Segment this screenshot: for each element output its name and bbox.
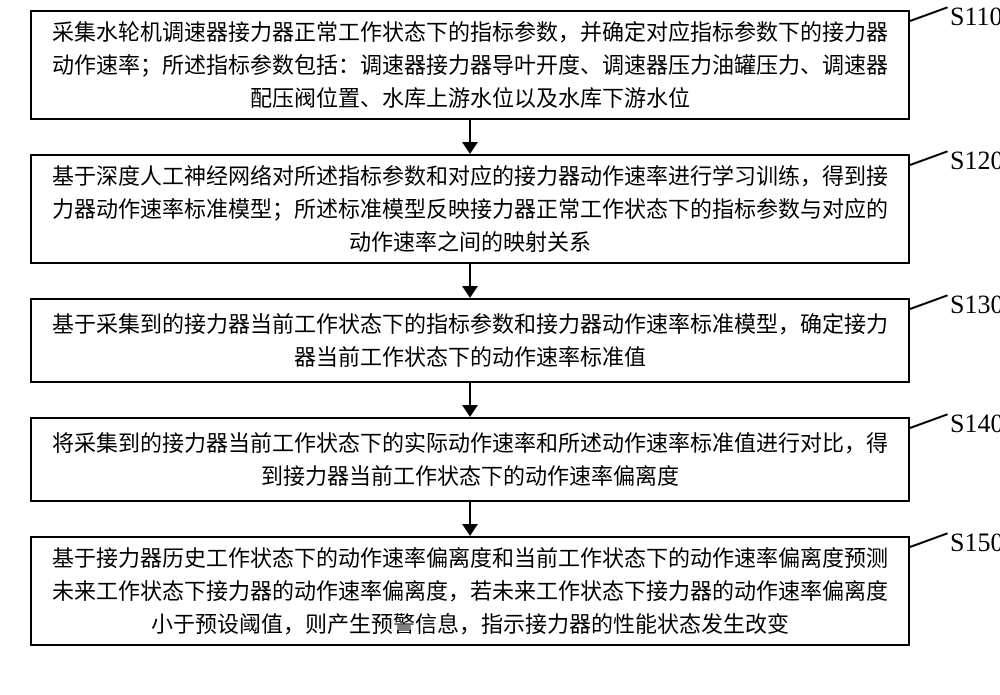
flow-box: 将采集到的接力器当前工作状态下的实际动作速率和所述动作速率标准值进行对比，得到接… [30,417,910,502]
step-label-S130: S130 [950,290,1000,320]
arrow-shaft [469,383,471,405]
arrow-shaft [469,264,471,286]
flow-step-S130: 基于采集到的接力器当前工作状态下的指标参数和接力器动作速率标准模型，确定接力器当… [30,298,910,383]
flow-box: 采集水轮机调速器接力器正常工作状态下的指标参数，并确定对应指标参数下的接力器动作… [30,10,910,120]
arrow-shaft [469,120,471,142]
flow-box: 基于采集到的接力器当前工作状态下的指标参数和接力器动作速率标准模型，确定接力器当… [30,298,910,383]
flow-arrow [462,502,478,536]
flow-box: 基于接力器历史工作状态下的动作速率偏离度和当前工作状态下的动作速率偏离度预测未来… [30,536,910,646]
flow-box: 基于深度人工神经网络对所述指标参数和对应的接力器动作速率进行学习训练，得到接力器… [30,154,910,264]
arrow-head-icon [462,142,478,154]
label-connector [910,413,948,429]
step-label-S140: S140 [950,409,1000,439]
label-connector [910,294,948,310]
flow-arrow [462,264,478,298]
label-connector [910,150,948,166]
flowchart-canvas: 采集水轮机调速器接力器正常工作状态下的指标参数，并确定对应指标参数下的接力器动作… [0,0,1000,695]
step-label-S150: S150 [950,528,1000,558]
flow-step-S140: 将采集到的接力器当前工作状态下的实际动作速率和所述动作速率标准值进行对比，得到接… [30,417,910,502]
flow-step-S150: 基于接力器历史工作状态下的动作速率偏离度和当前工作状态下的动作速率偏离度预测未来… [30,536,910,646]
label-connector [910,532,948,548]
flow-step-S120: 基于深度人工神经网络对所述指标参数和对应的接力器动作速率进行学习训练，得到接力器… [30,154,910,264]
arrow-shaft [469,502,471,524]
arrow-head-icon [462,524,478,536]
flow-step-S110: 采集水轮机调速器接力器正常工作状态下的指标参数，并确定对应指标参数下的接力器动作… [30,10,910,120]
flow-arrow [462,383,478,417]
arrow-head-icon [462,286,478,298]
step-label-S120: S120 [950,146,1000,176]
label-connector [910,6,948,22]
arrow-head-icon [462,405,478,417]
step-label-S110: S110 [950,2,1000,32]
flow-arrow [462,120,478,154]
